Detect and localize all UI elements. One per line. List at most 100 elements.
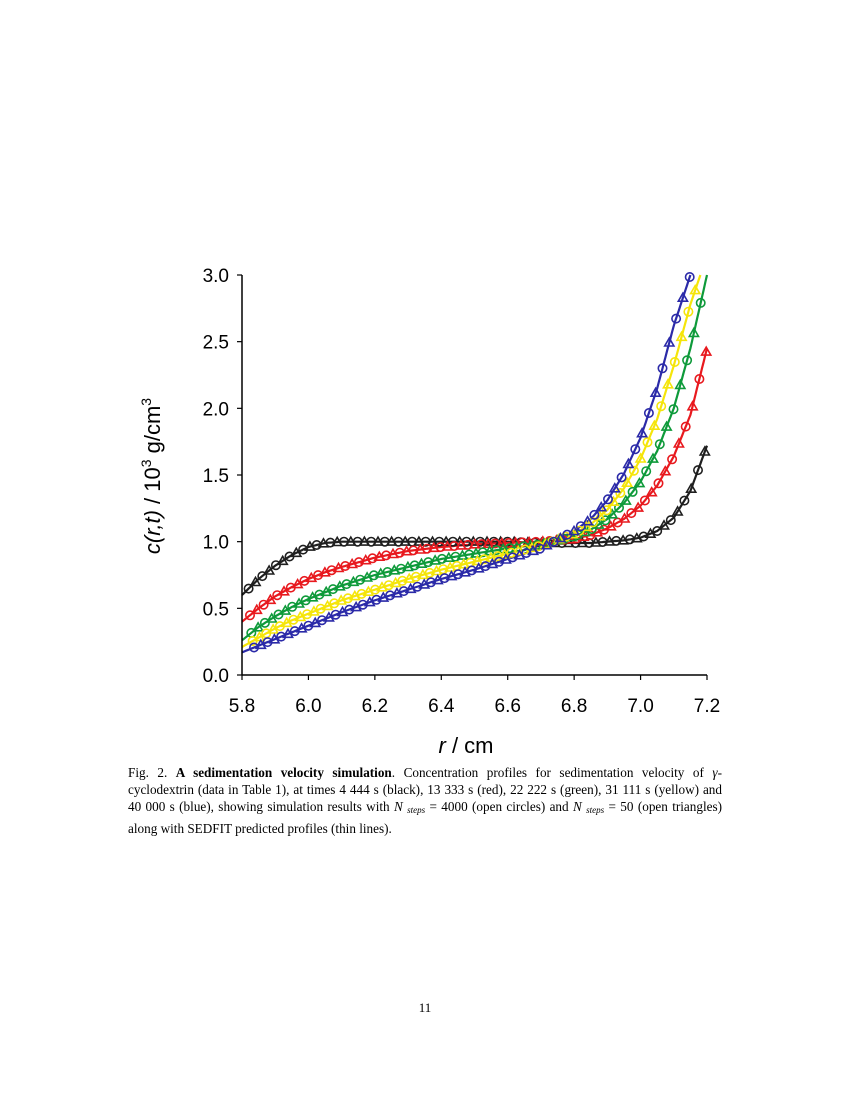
y-tick-label: 2.5: [203, 333, 229, 354]
data-point-circle: [257, 571, 268, 582]
data-point-triangle: [672, 437, 685, 448]
x-tick-label: 7.0: [627, 696, 653, 717]
data-point-triangle: [578, 525, 591, 537]
x-tick-label: 5.8: [229, 696, 255, 717]
data-point-circle: [652, 525, 663, 536]
data-point-circle: [439, 573, 450, 584]
data-point-circle: [653, 478, 664, 489]
data-point-triangle: [636, 426, 649, 438]
data-point-triangle: [618, 512, 631, 523]
data-point-circle: [668, 404, 679, 415]
y-tick-label: 2.0: [203, 399, 229, 420]
x-tick-label: 6.0: [295, 696, 321, 717]
data-point-triangle: [307, 605, 320, 616]
data-point-triangle: [267, 623, 280, 634]
data-point-circle: [679, 495, 690, 506]
data-point-circle: [692, 465, 703, 476]
data-point-circle: [492, 551, 503, 562]
data-point-circle: [398, 586, 409, 597]
data-point-circle: [683, 306, 694, 317]
data-point-circle: [410, 571, 421, 582]
y-tick-label: 0.0: [203, 666, 229, 687]
data-point-triangle: [634, 452, 647, 463]
y-tick-label: 1.5: [203, 466, 229, 487]
data-point-circle: [521, 547, 532, 558]
data-point-triangle: [250, 603, 263, 615]
data-point-circle: [453, 569, 464, 580]
data-point-triangle: [675, 330, 688, 342]
data-point-triangle: [265, 612, 278, 623]
x-tick-label: 6.2: [362, 696, 388, 717]
data-point-circle: [589, 509, 600, 520]
data-point-circle: [665, 515, 676, 526]
x-axis-label: r / cm: [439, 733, 494, 758]
data-point-circle: [423, 557, 434, 568]
data-point-triangle: [686, 400, 699, 411]
data-point-circle: [507, 552, 518, 563]
data-point-circle: [494, 556, 505, 567]
data-point-triangle: [649, 386, 662, 397]
data-point-circle: [588, 517, 599, 528]
data-point-circle: [353, 557, 364, 568]
data-point-triangle: [700, 345, 713, 356]
data-point-circle: [382, 566, 393, 577]
data-point-triangle: [648, 419, 661, 430]
page-number: 11: [418, 1000, 432, 1015]
data-point-circle: [396, 563, 407, 574]
data-point-triangle: [676, 291, 689, 302]
data-point-circle: [616, 472, 627, 483]
data-point-triangle: [249, 575, 262, 587]
data-point-circle: [615, 487, 626, 498]
data-point-circle: [682, 355, 693, 366]
data-point-triangle: [305, 571, 318, 583]
data-point-triangle: [253, 630, 266, 642]
series-line: [241, 274, 709, 642]
data-point-circle: [667, 454, 678, 465]
data-point-triangle: [658, 519, 670, 530]
data-point-circle: [694, 373, 705, 384]
data-point-triangle: [581, 515, 594, 526]
data-point-triangle: [322, 611, 335, 622]
data-point-circle: [341, 579, 352, 590]
x-tick-label: 7.2: [694, 696, 720, 717]
data-point-circle: [480, 561, 491, 572]
data-point-circle: [657, 363, 668, 374]
data-point-triangle: [689, 283, 702, 295]
data-point-triangle: [698, 445, 711, 456]
data-point-triangle: [619, 494, 632, 505]
data-point-circle: [680, 421, 691, 432]
data-point-circle: [626, 508, 637, 519]
x-tick-label: 6.4: [428, 696, 455, 717]
data-point-triangle: [659, 465, 672, 476]
data-point-circle: [654, 439, 665, 450]
data-point-circle: [356, 588, 367, 599]
data-point-triangle: [671, 505, 684, 516]
data-point-triangle: [608, 482, 621, 493]
data-point-triangle: [633, 476, 646, 488]
y-axis-label: c(r,t) / 103 g/cm3: [138, 398, 165, 554]
data-point-triangle: [263, 564, 276, 575]
data-point-circle: [368, 570, 379, 581]
data-point-triangle: [580, 520, 593, 532]
data-point-circle: [671, 313, 682, 324]
data-point-triangle: [632, 501, 645, 512]
data-point-circle: [613, 502, 624, 513]
data-point-triangle: [568, 524, 580, 536]
data-point-circle: [311, 539, 322, 550]
data-point-circle: [656, 401, 667, 412]
data-point-triangle: [647, 452, 659, 463]
data-point-circle: [412, 581, 423, 592]
data-point-circle: [340, 560, 351, 571]
x-tick-label: 6.8: [561, 696, 587, 717]
plot-markers: [243, 271, 713, 653]
data-point-triangle: [280, 616, 293, 628]
data-point-triangle: [663, 336, 676, 347]
data-point-triangle: [687, 326, 700, 338]
y-tick-label: 1.0: [203, 533, 229, 554]
data-point-circle: [342, 593, 353, 604]
data-point-triangle: [278, 585, 290, 596]
y-tick-label: 3.0: [203, 266, 229, 287]
data-point-triangle: [540, 539, 553, 550]
data-point-circle: [355, 574, 366, 585]
data-point-circle: [684, 271, 695, 282]
